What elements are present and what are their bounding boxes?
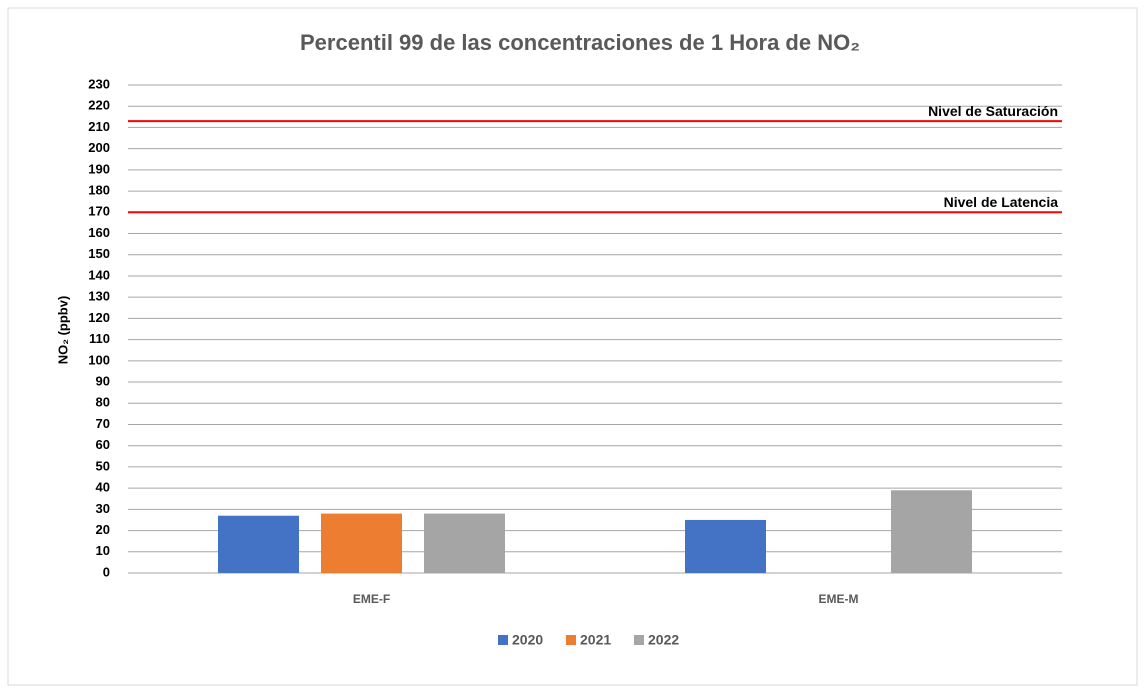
reference-label: Nivel de Saturación bbox=[928, 103, 1058, 119]
y-tick-label: 130 bbox=[88, 289, 110, 304]
y-tick-label: 180 bbox=[88, 183, 110, 198]
bar bbox=[424, 513, 505, 573]
y-tick-label: 170 bbox=[88, 204, 110, 219]
y-tick-label: 120 bbox=[88, 310, 110, 325]
y-tick-label: 140 bbox=[88, 267, 110, 282]
legend-label: 2021 bbox=[580, 632, 611, 648]
legend-swatch bbox=[566, 635, 576, 645]
y-tick-label: 150 bbox=[88, 246, 110, 261]
y-tick-label: 110 bbox=[89, 331, 110, 346]
bar bbox=[685, 519, 766, 573]
y-axis-label: NO₂ (ppbv) bbox=[55, 296, 70, 365]
y-tick-label: 10 bbox=[96, 543, 110, 558]
y-tick-label: 160 bbox=[88, 225, 110, 240]
y-tick-label: 210 bbox=[88, 119, 110, 134]
chart-title: Percentil 99 de las concentraciones de 1… bbox=[300, 30, 860, 55]
x-tick-label: EME-M bbox=[819, 592, 859, 606]
bar bbox=[218, 515, 299, 573]
y-tick-label: 70 bbox=[96, 416, 110, 431]
y-tick-label: 230 bbox=[88, 76, 110, 91]
y-tick-label: 0 bbox=[103, 564, 110, 579]
y-tick-label: 90 bbox=[96, 373, 110, 388]
y-tick-label: 40 bbox=[96, 480, 110, 495]
legend-label: 2022 bbox=[648, 632, 679, 648]
bar bbox=[321, 513, 402, 573]
legend-swatch bbox=[634, 635, 644, 645]
legend-swatch bbox=[498, 635, 508, 645]
y-tick-label: 80 bbox=[96, 395, 110, 410]
y-tick-label: 100 bbox=[88, 352, 110, 367]
y-tick-label: 190 bbox=[88, 161, 110, 176]
reference-label: Nivel de Latencia bbox=[944, 194, 1059, 210]
y-tick-label: 60 bbox=[96, 437, 110, 452]
bar bbox=[891, 490, 972, 573]
legend-label: 2020 bbox=[512, 632, 543, 648]
y-tick-label: 200 bbox=[88, 140, 110, 155]
y-tick-label: 50 bbox=[96, 458, 110, 473]
y-tick-label: 30 bbox=[96, 501, 110, 516]
y-tick-label: 220 bbox=[88, 98, 110, 113]
y-tick-label: 20 bbox=[96, 522, 110, 537]
x-tick-label: EME-F bbox=[353, 592, 390, 606]
